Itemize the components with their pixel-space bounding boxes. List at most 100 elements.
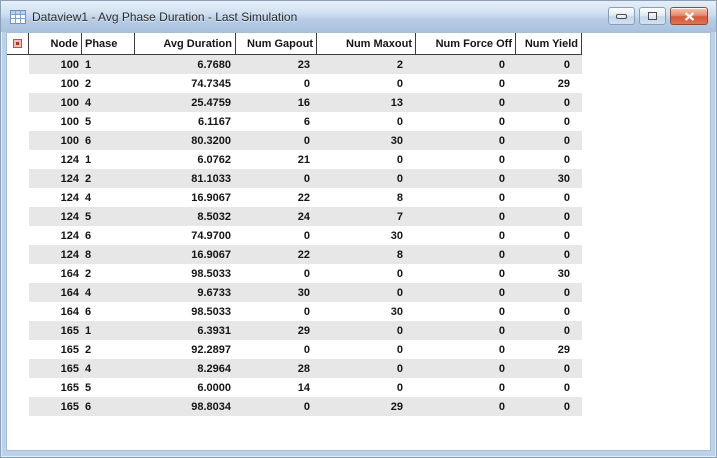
table-row[interactable]: 124 5 8.5032 24 7 0 0 <box>7 207 582 226</box>
cell-phase: 5 <box>82 207 135 226</box>
cell-num-force-off: 0 <box>498 229 505 242</box>
cell-phase: 2 <box>85 267 92 280</box>
cell-phase: 1 <box>82 321 135 340</box>
table-row[interactable]: 164 6 98.5033 0 30 0 0 <box>7 302 582 321</box>
row-header-cell <box>7 207 29 226</box>
row-header-cell <box>7 55 29 74</box>
cell-phase: 6 <box>85 305 92 318</box>
row-header-cell <box>7 378 29 397</box>
cell-num-maxout: 0 <box>396 153 403 166</box>
table-row[interactable]: 165 6 98.8034 0 29 0 0 <box>7 397 582 416</box>
row-header-cell <box>7 226 29 245</box>
cell-num-gapout: 23 <box>236 55 317 74</box>
cell-num-force-off: 0 <box>498 267 505 280</box>
cell-node: 124 <box>29 169 82 188</box>
cell-num-maxout: 0 <box>317 359 416 378</box>
table-row[interactable]: 164 4 9.6733 30 0 0 0 <box>7 283 582 302</box>
table-row[interactable]: 165 4 8.2964 28 0 0 0 <box>7 359 582 378</box>
cell-num-yield: 29 <box>557 77 570 90</box>
cell-num-yield: 0 <box>516 93 582 112</box>
cell-avg-duration: 6.7680 <box>135 55 236 74</box>
cell-num-yield: 0 <box>516 245 582 264</box>
column-header-num-maxout[interactable]: Num Maxout <box>317 33 416 54</box>
column-header-num-force-off[interactable]: Num Force Off <box>416 33 516 54</box>
cell-num-force-off: 0 <box>416 207 516 226</box>
cell-num-yield: 0 <box>516 283 582 302</box>
cell-num-force-off: 0 <box>416 93 516 112</box>
cell-avg-duration: 16.9067 <box>135 245 236 264</box>
cell-phase: 2 <box>85 343 92 356</box>
cell-num-gapout: 0 <box>303 343 310 356</box>
column-header-num-yield[interactable]: Num Yield <box>516 33 582 54</box>
column-header-num-gapout[interactable]: Num Gapout <box>236 33 317 54</box>
cell-phase: 6 <box>82 131 135 150</box>
cell-node: 165 <box>60 381 79 394</box>
cell-num-maxout: 0 <box>396 115 403 128</box>
cell-num-gapout: 22 <box>236 245 317 264</box>
close-icon <box>684 11 694 21</box>
cell-node: 100 <box>29 131 82 150</box>
table-body: 100 1 6.7680 23 2 0 0 100 2 74.7345 0 0 0 29 100 4 25.47… <box>7 55 582 416</box>
close-button[interactable] <box>670 7 708 25</box>
minimize-button[interactable] <box>608 7 635 25</box>
table-row[interactable]: 100 2 74.7345 0 0 0 29 <box>7 74 582 93</box>
table-row[interactable]: 124 4 16.9067 22 8 0 0 <box>7 188 582 207</box>
cell-phase: 2 <box>82 169 135 188</box>
row-header-cell <box>7 245 29 264</box>
cell-num-gapout: 0 <box>303 267 310 280</box>
cell-num-force-off: 0 <box>416 55 516 74</box>
cell-num-maxout: 0 <box>396 343 403 356</box>
table-row[interactable]: 164 2 98.5033 0 0 0 30 <box>7 264 582 283</box>
cell-num-maxout: 30 <box>390 229 403 242</box>
cell-phase: 4 <box>85 191 92 204</box>
table-row[interactable]: 100 5 6.1167 6 0 0 0 <box>7 112 582 131</box>
cell-avg-duration: 92.2897 <box>191 343 231 356</box>
table-row[interactable]: 100 1 6.7680 23 2 0 0 <box>7 55 582 74</box>
cell-num-gapout: 0 <box>236 131 317 150</box>
table-row[interactable]: 124 6 74.9700 0 30 0 0 <box>7 226 582 245</box>
table-row[interactable]: 124 1 6.0762 21 0 0 0 <box>7 150 582 169</box>
cell-node: 100 <box>60 77 79 90</box>
column-header-phase[interactable]: Phase <box>82 33 135 54</box>
cell-num-maxout: 30 <box>390 305 403 318</box>
table-row[interactable]: 100 6 80.3200 0 30 0 0 <box>7 131 582 150</box>
cell-node: 124 <box>29 245 82 264</box>
cell-num-maxout: 0 <box>317 169 416 188</box>
table-row[interactable]: 100 4 25.4759 16 13 0 0 <box>7 93 582 112</box>
cell-num-maxout: 0 <box>396 77 403 90</box>
cell-num-force-off: 0 <box>498 153 505 166</box>
row-header-cell <box>7 302 29 321</box>
column-header-avg-duration[interactable]: Avg Duration <box>135 33 236 54</box>
table-row[interactable]: 165 5 6.0000 14 0 0 0 <box>7 378 582 397</box>
column-header-node[interactable]: Node <box>29 33 82 54</box>
corner-cell[interactable] <box>7 33 29 54</box>
cell-phase: 8 <box>82 245 135 264</box>
cell-node: 124 <box>60 229 79 242</box>
table-row[interactable]: 124 2 81.1033 0 0 0 30 <box>7 169 582 188</box>
cell-num-gapout: 0 <box>303 305 310 318</box>
cell-num-yield: 0 <box>516 321 582 340</box>
table-row[interactable]: 124 8 16.9067 22 8 0 0 <box>7 245 582 264</box>
cell-num-gapout: 0 <box>303 77 310 90</box>
window-controls <box>608 7 708 25</box>
cell-num-force-off: 0 <box>498 305 505 318</box>
table-row[interactable]: 165 1 6.3931 29 0 0 0 <box>7 321 582 340</box>
cell-num-maxout: 0 <box>396 267 403 280</box>
cell-avg-duration: 74.9700 <box>191 229 231 242</box>
cell-avg-duration: 74.7345 <box>191 77 231 90</box>
row-header-cell <box>7 169 29 188</box>
cell-avg-duration: 25.4759 <box>135 93 236 112</box>
maximize-button[interactable] <box>639 7 666 25</box>
cell-num-gapout: 6 <box>303 115 310 128</box>
cell-avg-duration: 6.3931 <box>135 321 236 340</box>
cell-num-yield: 0 <box>516 359 582 378</box>
cell-phase: 1 <box>82 55 135 74</box>
cell-node: 165 <box>29 397 82 416</box>
row-header-cell <box>7 359 29 378</box>
table-row[interactable]: 165 2 92.2897 0 0 0 29 <box>7 340 582 359</box>
cell-num-gapout: 0 <box>236 169 317 188</box>
cell-node: 100 <box>60 115 79 128</box>
row-header-cell <box>7 74 29 93</box>
cell-node: 164 <box>60 267 79 280</box>
